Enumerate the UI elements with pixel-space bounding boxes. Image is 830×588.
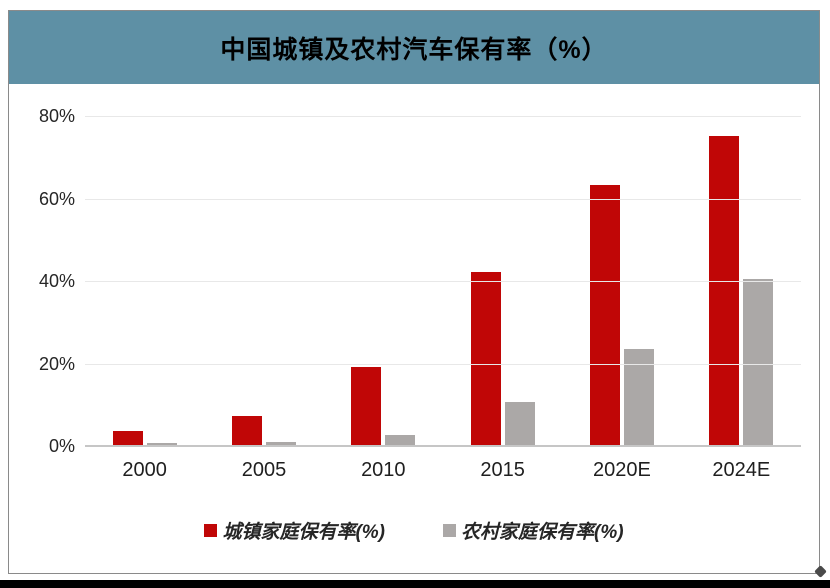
chart-title: 中国城镇及农村汽车保有率（%） xyxy=(220,35,608,64)
bar-group-2015 xyxy=(443,90,562,447)
bar-series1-2020E xyxy=(623,348,654,445)
bar-group-2010 xyxy=(324,90,443,447)
bar-group-2024E xyxy=(682,90,801,447)
legend-swatch-icon xyxy=(204,524,218,537)
x-axis-category-label: 2015 xyxy=(480,459,525,481)
legend-item-series1: 农村家庭保有率(%) xyxy=(443,517,624,544)
legend: 城镇家庭保有率(%) 农村家庭保有率(%) xyxy=(9,517,819,544)
bar-groups xyxy=(85,90,801,447)
x-axis-baseline xyxy=(85,445,801,447)
legend-item-series0: 城镇家庭保有率(%) xyxy=(204,517,385,544)
gridline xyxy=(85,363,801,365)
y-axis-tick-label: 40% xyxy=(38,271,75,291)
gridline xyxy=(85,198,801,200)
plot-area xyxy=(85,90,801,447)
gridline xyxy=(85,281,801,282)
y-axis-tick-label: 20% xyxy=(38,353,75,374)
legend-label: 农村家庭保有率(%) xyxy=(461,522,624,543)
bar-group-2000 xyxy=(85,90,204,447)
x-axis-category-label: 2010 xyxy=(361,459,406,481)
bar-series0-2015 xyxy=(470,271,501,445)
bar-series1-2024E xyxy=(743,278,774,445)
chart-title-bar: 中国城镇及农村汽车保有率（%） xyxy=(9,11,819,84)
bar-series0-2000 xyxy=(112,430,143,445)
y-axis: 0% 20% 40% 60% 80% xyxy=(13,90,75,456)
x-axis-category-label: 2020E xyxy=(593,459,651,481)
y-axis-tick-label: 0% xyxy=(48,436,75,456)
gridline xyxy=(85,116,801,117)
x-axis-category-label: 2000 xyxy=(122,459,167,481)
bar-group-2005 xyxy=(204,90,323,447)
bar-series1-2005 xyxy=(265,442,296,445)
bar-group-2020E xyxy=(562,90,681,447)
x-axis-category-label: 2005 xyxy=(241,459,287,481)
x-axis: 2000 2005 2010 2015 2020E 2024E xyxy=(85,459,801,482)
bar-series0-2010 xyxy=(351,366,382,445)
y-axis-tick-label: 80% xyxy=(38,106,75,126)
bar-series1-2015 xyxy=(504,401,535,445)
bar-series1-2010 xyxy=(385,435,416,445)
bar-series1-2000 xyxy=(146,442,177,445)
x-axis-category-label: 2024E xyxy=(712,459,771,481)
bar-series0-2024E xyxy=(709,135,740,445)
legend-label: 城镇家庭保有率(%) xyxy=(222,522,385,543)
bar-series0-2005 xyxy=(231,415,262,445)
chart-panel: 中国城镇及农村汽车保有率（%） 0% 20% 40% 60% 80% 2000 2005 2… xyxy=(8,10,820,574)
bottom-black-bar xyxy=(0,580,830,588)
legend-swatch-icon xyxy=(443,524,456,537)
y-axis-tick-label: 60% xyxy=(38,188,75,209)
bar-series0-2020E xyxy=(589,185,620,445)
